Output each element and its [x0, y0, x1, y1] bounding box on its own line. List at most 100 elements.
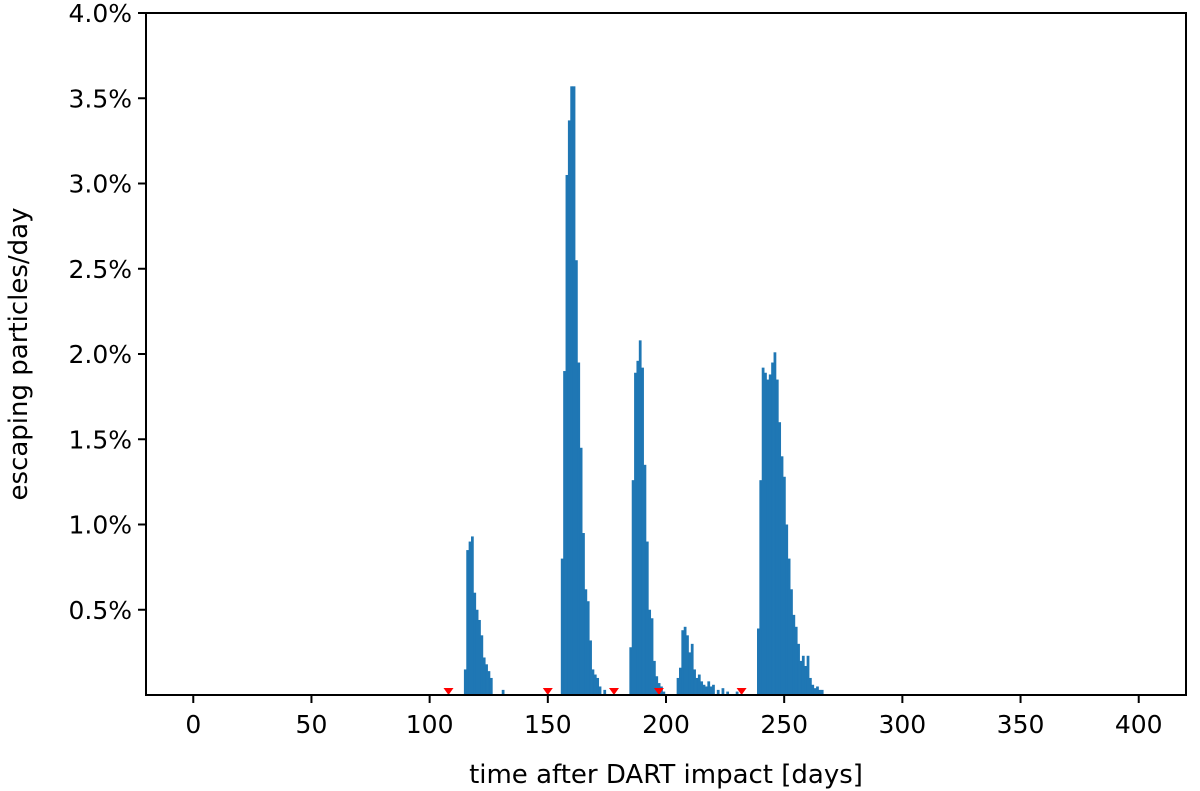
- bar: [572, 86, 576, 695]
- bar: [634, 372, 637, 695]
- bar: [813, 688, 817, 695]
- x-tick-label: 250: [760, 710, 808, 739]
- bar: [567, 120, 571, 695]
- bar: [721, 688, 725, 695]
- bar: [489, 677, 493, 695]
- bar: [629, 647, 633, 695]
- x-tick-label: 200: [642, 710, 690, 739]
- bar: [475, 609, 479, 695]
- red-triangle-marker: [609, 688, 619, 695]
- bar: [702, 684, 706, 695]
- bar: [473, 592, 477, 695]
- bar: [818, 689, 822, 695]
- bar: [560, 558, 564, 695]
- bar: [468, 541, 472, 695]
- bar: [577, 362, 581, 695]
- bar: [480, 635, 484, 695]
- bar: [596, 677, 600, 695]
- bar: [693, 669, 696, 695]
- bar: [648, 609, 652, 695]
- bar: [653, 660, 656, 695]
- bar: [797, 643, 800, 695]
- x-tick-label: 150: [524, 710, 572, 739]
- bar: [705, 686, 708, 695]
- bar: [700, 681, 704, 695]
- y-tick-label: 4.0%: [68, 0, 132, 28]
- bar: [816, 686, 819, 695]
- bar: [771, 362, 774, 695]
- bar: [804, 666, 808, 695]
- bar: [759, 480, 763, 695]
- x-axis-title: time after DART impact [days]: [469, 760, 863, 790]
- y-tick-label: 3.0%: [68, 170, 132, 199]
- bar: [688, 652, 692, 696]
- y-axis-title: escaping particles/day: [4, 208, 34, 501]
- bar: [575, 260, 578, 695]
- bar: [766, 379, 770, 695]
- bar: [794, 626, 798, 695]
- bar: [757, 628, 760, 695]
- bar: [645, 541, 649, 695]
- bar: [697, 674, 701, 695]
- bar: [820, 689, 824, 695]
- bar: [790, 589, 793, 695]
- red-triangle-marker: [736, 688, 747, 695]
- y-tick-label: 2.5%: [68, 255, 132, 284]
- y-tick-label: 3.5%: [68, 84, 132, 113]
- bar: [679, 667, 682, 695]
- bar: [593, 674, 597, 695]
- bar: [603, 689, 607, 695]
- x-tick-label: 300: [879, 710, 927, 739]
- bar: [579, 447, 583, 695]
- bar: [787, 558, 791, 695]
- red-triangle-marker: [653, 688, 664, 695]
- red-triangle-marker: [443, 688, 454, 695]
- bar: [655, 676, 659, 695]
- bar: [563, 371, 566, 695]
- plot-frame: [145, 12, 1187, 696]
- bar: [463, 669, 467, 695]
- bar: [801, 655, 805, 695]
- bar: [650, 618, 654, 695]
- bar: [716, 689, 720, 695]
- bar: [591, 669, 595, 695]
- x-tick-label: 50: [296, 710, 328, 739]
- bar: [735, 691, 739, 695]
- bar: [806, 655, 810, 695]
- x-tick-label: 400: [1115, 710, 1163, 739]
- bar: [584, 589, 588, 695]
- x-axis: 0 50 100 150 200 250 300 350 400: [185, 695, 1163, 739]
- marker-series: [443, 688, 747, 695]
- bar: [589, 640, 592, 695]
- bar: [662, 691, 666, 695]
- bar: [598, 686, 602, 695]
- bar: [471, 536, 474, 695]
- y-tick-label: 1.5%: [68, 425, 132, 454]
- bar: [761, 367, 765, 695]
- x-tick-label: 350: [997, 710, 1045, 739]
- bar: [681, 630, 685, 695]
- bar: [809, 677, 812, 695]
- y-tick-label: 1.0%: [68, 511, 132, 540]
- bar: [638, 340, 642, 695]
- bar: [695, 677, 699, 695]
- bar: [768, 374, 772, 695]
- bar: [641, 367, 644, 695]
- bar: [676, 677, 680, 695]
- bar: [778, 422, 782, 695]
- bar: [780, 456, 784, 695]
- bar: [565, 174, 569, 696]
- bar: [690, 643, 694, 695]
- y-tick-label: 0.5%: [68, 596, 132, 625]
- y-axis: 0.5% 1.0% 1.5% 2.0% 2.5% 3.0% 3.5% 4.0%: [68, 0, 146, 625]
- bar: [683, 626, 687, 695]
- bar-series: [463, 86, 824, 696]
- bar: [631, 480, 635, 695]
- bar: [792, 614, 796, 695]
- bar: [485, 664, 488, 695]
- bar: [501, 689, 505, 695]
- bar: [586, 601, 590, 695]
- bar: [799, 660, 803, 695]
- bar: [712, 684, 715, 695]
- bar: [466, 550, 470, 695]
